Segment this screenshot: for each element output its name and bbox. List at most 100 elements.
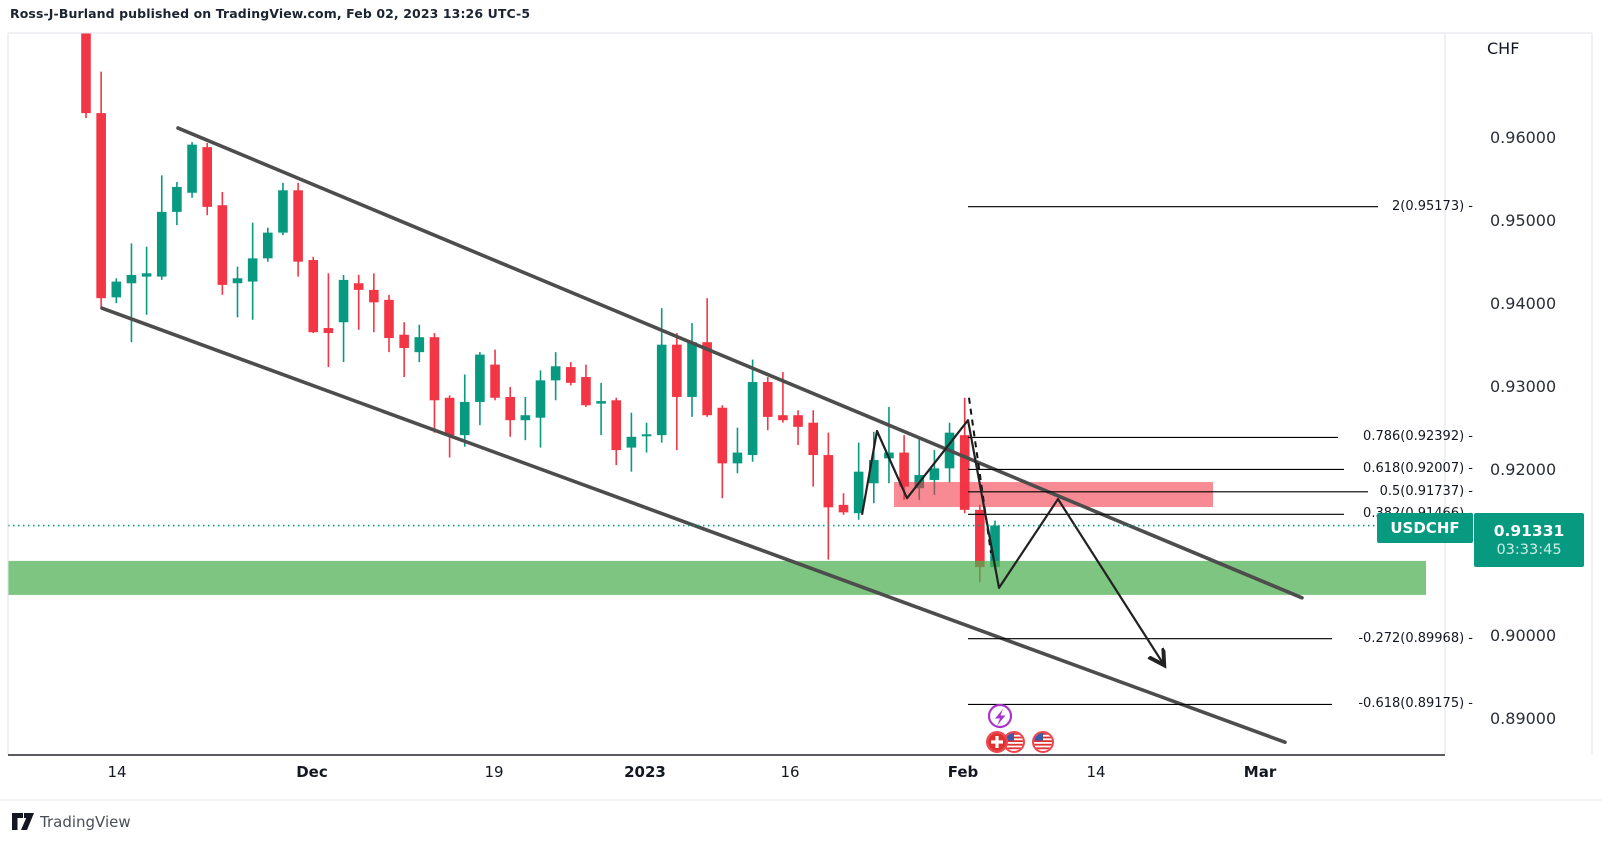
candle-body xyxy=(626,436,637,448)
candle-body xyxy=(429,337,440,401)
candle-body xyxy=(717,407,728,464)
candle-body xyxy=(308,260,319,333)
tradingview-logo-icon xyxy=(12,813,34,830)
time-tick-label: Feb xyxy=(947,763,979,781)
event-flag-ring xyxy=(986,731,1008,753)
symbol-label: USDCHF xyxy=(1377,513,1473,543)
candle-body xyxy=(566,367,576,383)
candle-body xyxy=(732,452,743,464)
time-tick-label: 14 xyxy=(1086,763,1106,781)
projection-arrow-path xyxy=(860,419,1163,663)
candle-body xyxy=(293,190,303,262)
candle-body xyxy=(581,377,591,406)
last-price-value: 0.91331 xyxy=(1493,521,1565,540)
candle-body xyxy=(263,232,273,259)
time-tick-label: Mar xyxy=(1243,763,1277,781)
candle-body xyxy=(687,342,697,397)
candle-body xyxy=(853,471,864,514)
candle-body xyxy=(338,279,349,323)
candle-body xyxy=(929,468,940,480)
fib-level-label: 0.786(0.92392) - xyxy=(1363,429,1473,445)
fib-level-label: -0.618(0.89175) - xyxy=(1358,696,1473,712)
candle-body xyxy=(353,283,364,290)
candle-body xyxy=(444,397,455,436)
candle-body xyxy=(899,452,909,487)
candle-body xyxy=(232,278,243,284)
candle-body xyxy=(490,364,500,398)
candle-body xyxy=(672,344,682,397)
candle-body xyxy=(414,337,425,353)
time-tick-label: Dec xyxy=(296,763,328,781)
candle-body xyxy=(808,422,818,456)
candle-body xyxy=(459,401,470,436)
candle-body xyxy=(399,334,409,348)
candle-body xyxy=(596,401,606,404)
candle-body xyxy=(550,366,561,381)
candle-body xyxy=(111,281,122,298)
tradingview-logo-text: TradingView xyxy=(40,813,131,831)
fib-level-label: 2(0.95173) - xyxy=(1392,198,1473,214)
price-tick-label: 0.94000 xyxy=(1490,294,1557,313)
channel-upper xyxy=(176,126,1304,600)
candle-body xyxy=(278,190,288,233)
price-tick-label: 0.93000 xyxy=(1490,377,1557,396)
time-tick-label: 14 xyxy=(107,763,127,781)
candle-body xyxy=(793,415,803,427)
candle-body xyxy=(778,415,788,421)
candle-body xyxy=(505,396,515,421)
candle-body xyxy=(520,415,531,421)
candle-body xyxy=(975,509,985,568)
fib-level-label: -0.272(0.89968) - xyxy=(1358,630,1473,646)
event-flag-ring xyxy=(1032,731,1054,753)
candle-body xyxy=(475,354,485,402)
candle-body xyxy=(247,258,258,282)
price-axis-currency-label: CHF xyxy=(1487,39,1520,58)
candle-body xyxy=(823,455,834,508)
candle-body xyxy=(990,525,1000,568)
candle-body xyxy=(747,382,758,456)
candle-body xyxy=(702,342,712,416)
time-tick-label: 2023 xyxy=(624,763,666,781)
support-zone xyxy=(8,560,1426,595)
lightning-bolt-icon xyxy=(995,709,1006,726)
candle-body xyxy=(126,274,137,284)
candle-body xyxy=(959,435,970,510)
us-flag-icon xyxy=(1034,733,1052,751)
candle-body xyxy=(141,273,152,277)
price-tick-label: 0.90000 xyxy=(1490,626,1557,645)
candle-body xyxy=(369,289,379,303)
candle-body xyxy=(323,328,334,334)
candle-body xyxy=(156,211,167,277)
candle-body xyxy=(838,504,849,513)
dashed-guide-line xyxy=(968,397,992,554)
candle-body xyxy=(81,32,91,114)
price-tick-label: 0.92000 xyxy=(1490,460,1557,479)
price-tick-label: 0.89000 xyxy=(1490,709,1557,728)
time-tick-label: 16 xyxy=(780,763,800,781)
time-tick-label: 19 xyxy=(484,763,504,781)
candle-body xyxy=(384,299,394,339)
candle-body xyxy=(535,380,546,418)
swiss-flag-icon xyxy=(988,733,1006,751)
last-price-badge: USDCHF 0.91331 03:33:45 xyxy=(1377,513,1584,567)
last-price-box: 0.91331 03:33:45 xyxy=(1474,513,1584,567)
price-tick-label: 0.96000 xyxy=(1490,128,1557,147)
candle-body xyxy=(217,205,228,285)
candle-body xyxy=(96,113,106,299)
candle-body xyxy=(762,382,773,417)
price-tick-label: 0.95000 xyxy=(1490,211,1557,230)
candle-body xyxy=(656,344,667,436)
candle-body xyxy=(187,144,197,193)
candle-body xyxy=(172,186,182,212)
fib-level-label: 0.618(0.92007) - xyxy=(1363,461,1473,477)
bar-countdown: 03:33:45 xyxy=(1496,541,1562,558)
us-flag-icon xyxy=(1005,733,1023,751)
published-attribution: Ross-J-Burland published on TradingView.… xyxy=(10,6,531,21)
candle-body xyxy=(869,460,879,484)
candle-body xyxy=(611,400,622,451)
fib-level-label: 0.5(0.91737) - xyxy=(1379,483,1473,499)
candle-body xyxy=(202,147,212,207)
tradingview-logo: TradingView xyxy=(12,813,131,831)
